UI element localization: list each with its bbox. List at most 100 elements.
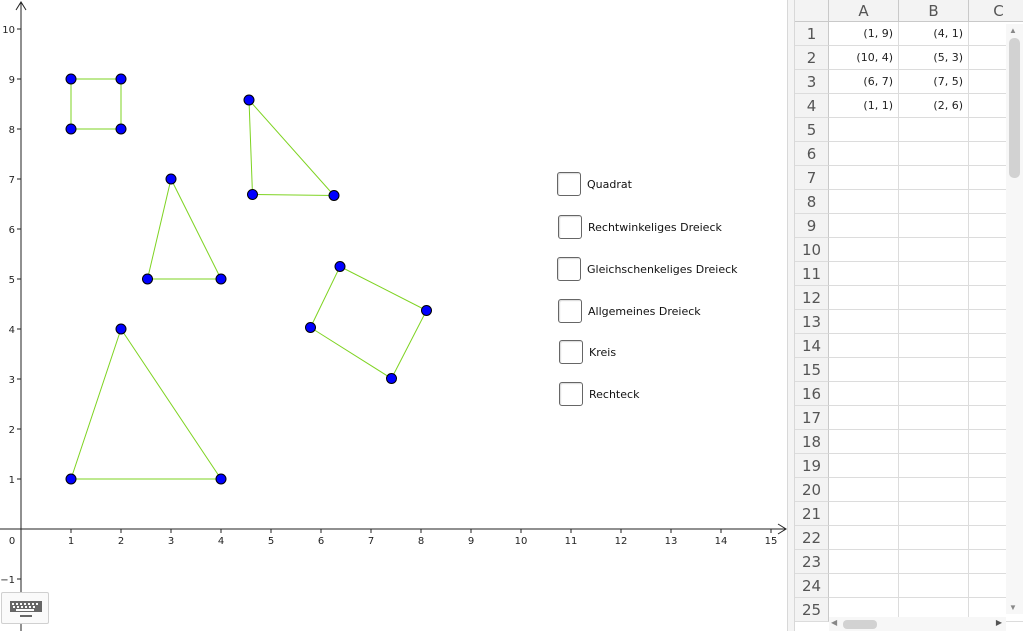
table-cell[interactable] bbox=[969, 94, 1023, 118]
vertical-scroll-thumb[interactable] bbox=[1009, 38, 1020, 178]
point[interactable] bbox=[334, 261, 346, 272]
scroll-down-icon[interactable]: ▼ bbox=[1009, 603, 1017, 612]
row-header[interactable]: 19 bbox=[795, 454, 829, 478]
row-header[interactable]: 20 bbox=[795, 478, 829, 502]
checkbox-row[interactable]: Quadrat bbox=[557, 172, 632, 196]
triangle-right-polygon[interactable] bbox=[248, 98, 336, 197]
table-cell[interactable] bbox=[899, 262, 969, 286]
table-cell[interactable] bbox=[829, 478, 899, 502]
checkbox[interactable] bbox=[558, 215, 582, 239]
point[interactable] bbox=[142, 273, 153, 285]
checkbox-row[interactable]: Rechtwinkeliges Dreieck bbox=[558, 215, 722, 239]
scroll-up-icon[interactable]: ▲ bbox=[1009, 26, 1017, 35]
table-cell[interactable] bbox=[829, 262, 899, 286]
table-cell[interactable] bbox=[899, 166, 969, 190]
checkbox[interactable] bbox=[559, 382, 583, 406]
table-cell[interactable] bbox=[969, 70, 1023, 94]
row-header[interactable]: 21 bbox=[795, 502, 829, 526]
table-cell[interactable] bbox=[899, 286, 969, 310]
table-cell[interactable] bbox=[969, 262, 1023, 286]
horizontal-scroll-thumb[interactable] bbox=[843, 620, 877, 629]
table-cell[interactable] bbox=[899, 454, 969, 478]
vertical-scrollbar[interactable]: ▲ ▼ bbox=[1006, 24, 1023, 614]
row-header[interactable]: 1 bbox=[795, 22, 829, 46]
keyboard-button[interactable] bbox=[1, 592, 49, 624]
row-header[interactable]: 7 bbox=[795, 166, 829, 190]
table-cell[interactable] bbox=[899, 382, 969, 406]
point[interactable] bbox=[328, 190, 340, 201]
checkbox[interactable] bbox=[557, 257, 581, 281]
table-cell[interactable] bbox=[899, 478, 969, 502]
row-header[interactable]: 22 bbox=[795, 526, 829, 550]
table-cell[interactable] bbox=[829, 574, 899, 598]
row-header[interactable]: 11 bbox=[795, 262, 829, 286]
table-cell[interactable]: (2, 6) bbox=[899, 94, 969, 118]
point[interactable] bbox=[65, 123, 77, 135]
row-header[interactable]: 13 bbox=[795, 310, 829, 334]
point[interactable] bbox=[215, 473, 227, 485]
scroll-right-icon[interactable]: ▶ bbox=[995, 618, 1002, 627]
table-cell[interactable] bbox=[969, 142, 1023, 166]
checkbox-row[interactable]: Gleichschenkeliges Dreieck bbox=[557, 257, 738, 281]
checkbox-row[interactable]: Rechteck bbox=[559, 382, 639, 406]
table-cell[interactable] bbox=[829, 238, 899, 262]
column-header[interactable]: A bbox=[829, 0, 899, 22]
horizontal-scrollbar[interactable]: ◀ ▶ bbox=[829, 617, 1006, 631]
row-header[interactable]: 18 bbox=[795, 430, 829, 454]
table-cell[interactable]: (5, 3) bbox=[899, 46, 969, 70]
point[interactable] bbox=[215, 273, 227, 285]
table-cell[interactable] bbox=[899, 550, 969, 574]
row-header[interactable]: 25 bbox=[795, 598, 829, 622]
triangle-large-polygon[interactable] bbox=[70, 327, 222, 480]
point[interactable] bbox=[247, 189, 258, 200]
table-cell[interactable] bbox=[829, 286, 899, 310]
row-header[interactable]: 14 bbox=[795, 334, 829, 358]
row-header[interactable]: 3 bbox=[795, 70, 829, 94]
row-header[interactable]: 12 bbox=[795, 286, 829, 310]
table-cell[interactable] bbox=[899, 406, 969, 430]
table-cell[interactable]: (1, 9) bbox=[829, 22, 899, 46]
table-cell[interactable] bbox=[899, 214, 969, 238]
point[interactable] bbox=[115, 123, 127, 135]
table-cell[interactable] bbox=[969, 286, 1023, 310]
row-header[interactable]: 24 bbox=[795, 574, 829, 598]
table-cell[interactable] bbox=[969, 166, 1023, 190]
row-header[interactable]: 8 bbox=[795, 190, 829, 214]
row-header[interactable]: 6 bbox=[795, 142, 829, 166]
view-divider[interactable] bbox=[787, 0, 795, 631]
table-cell[interactable] bbox=[829, 526, 899, 550]
table-cell[interactable] bbox=[829, 358, 899, 382]
table-cell[interactable] bbox=[829, 310, 899, 334]
point[interactable] bbox=[65, 473, 77, 485]
point[interactable] bbox=[243, 94, 255, 106]
table-cell[interactable] bbox=[829, 142, 899, 166]
row-header[interactable]: 15 bbox=[795, 358, 829, 382]
row-header[interactable]: 4 bbox=[795, 94, 829, 118]
table-cell[interactable] bbox=[829, 214, 899, 238]
checkbox[interactable] bbox=[557, 172, 581, 196]
rectangle-polygon[interactable] bbox=[309, 265, 428, 380]
table-cell[interactable] bbox=[969, 310, 1023, 334]
table-cell[interactable] bbox=[829, 502, 899, 526]
table-cell[interactable] bbox=[969, 502, 1023, 526]
row-header[interactable]: 2 bbox=[795, 46, 829, 70]
table-cell[interactable] bbox=[969, 430, 1023, 454]
table-cell[interactable]: (1, 1) bbox=[829, 94, 899, 118]
table-cell[interactable]: (10, 4) bbox=[829, 46, 899, 70]
table-cell[interactable] bbox=[969, 454, 1023, 478]
table-cell[interactable]: (4, 1) bbox=[899, 22, 969, 46]
triangle-isosceles-polygon[interactable] bbox=[146, 177, 222, 280]
table-cell[interactable] bbox=[829, 406, 899, 430]
table-cell[interactable] bbox=[899, 502, 969, 526]
table-cell[interactable] bbox=[969, 214, 1023, 238]
table-cell[interactable] bbox=[969, 550, 1023, 574]
table-cell[interactable] bbox=[969, 238, 1023, 262]
table-cell[interactable] bbox=[829, 382, 899, 406]
table-cell[interactable] bbox=[899, 526, 969, 550]
row-header[interactable]: 23 bbox=[795, 550, 829, 574]
point[interactable] bbox=[305, 322, 316, 333]
checkbox[interactable] bbox=[559, 340, 583, 364]
row-header[interactable]: 9 bbox=[795, 214, 829, 238]
table-cell[interactable] bbox=[899, 238, 969, 262]
